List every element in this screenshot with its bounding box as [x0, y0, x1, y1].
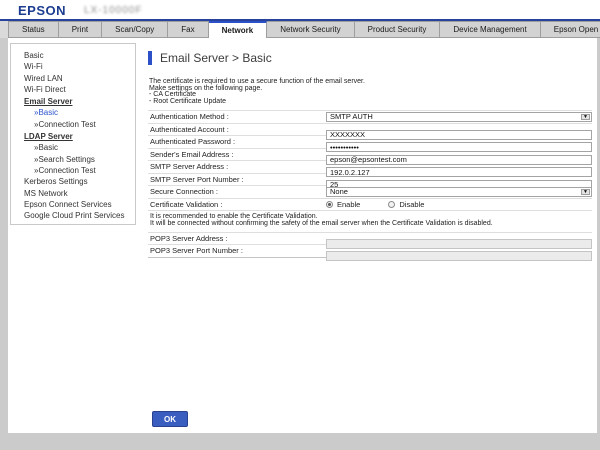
tab-device-management[interactable]: Device Management	[440, 21, 541, 38]
pop3-server-address-input	[326, 238, 592, 249]
senders-email-address-input[interactable]	[326, 154, 592, 165]
form-row-smtp-server-address: SMTP Server Address :	[148, 160, 592, 178]
description-line: The certificate is required to use a sec…	[149, 78, 365, 85]
sidebar-item-kerberos-settings[interactable]: Kerberos Settings	[24, 177, 88, 187]
disable-radio-label: Disable	[399, 199, 425, 209]
pop3-server-address-label: POP3 Server Address :	[150, 233, 228, 243]
form-row-certificate-validation: Certificate Validation : Enable Disable	[148, 197, 592, 211]
tab-scan-copy[interactable]: Scan/Copy	[102, 21, 169, 38]
sidebar-group-ldap-server[interactable]: LDAP Server	[24, 132, 73, 142]
page-title: Email Server > Basic	[160, 51, 272, 65]
sidebar-item-email-server-basic[interactable]: »Basic	[34, 108, 59, 118]
main-tab-bar: Status Print Scan/Copy Fax Network Netwo…	[0, 21, 600, 38]
smtp-server-address-label: SMTP Server Address :	[150, 162, 229, 172]
smtp-server-address-input[interactable]	[326, 167, 592, 178]
tab-print[interactable]: Print	[58, 21, 103, 38]
tab-product-security[interactable]: Product Security	[354, 21, 441, 38]
certificate-validation-disable-radio[interactable]: Disable	[388, 200, 424, 209]
sidebar-item-ldap-connection-test[interactable]: »Connection Test	[34, 165, 96, 175]
page-description: The certificate is required to use a sec…	[149, 78, 365, 105]
authenticated-password-label: Authenticated Password :	[150, 137, 236, 147]
certificate-validation-enable-radio[interactable]: Enable	[326, 200, 360, 209]
authentication-method-value: SMTP AUTH	[330, 112, 373, 122]
tab-status[interactable]: Status	[8, 21, 59, 38]
enable-radio-label: Enable	[337, 199, 361, 209]
sidebar-item-google-cloud-print-services[interactable]: Google Cloud Print Services	[24, 211, 125, 221]
form-row-pop3-server-port: POP3 Server Port Number :	[148, 244, 592, 262]
secure-connection-label: Secure Connection :	[150, 187, 218, 197]
radio-unchecked-icon[interactable]	[388, 200, 396, 208]
sidebar-item-wifi-direct[interactable]: Wi-Fi Direct	[24, 84, 66, 94]
note-line: It is recommended to enable the Certific…	[150, 213, 318, 220]
network-sidebar: Basic Wi-Fi Wired LAN Wi-Fi Direct Email…	[10, 43, 136, 225]
sidebar-item-ms-network[interactable]: MS Network	[24, 188, 68, 198]
authentication-method-label: Authentication Method :	[150, 112, 229, 122]
sidebar-item-wired-lan[interactable]: Wired LAN	[24, 73, 63, 83]
sidebar-item-ldap-basic[interactable]: »Basic	[34, 143, 59, 153]
tab-network[interactable]: Network	[208, 21, 268, 38]
radio-checked-icon[interactable]	[326, 200, 333, 208]
certificate-validation-radio-group: Enable Disable	[326, 200, 592, 209]
ok-button[interactable]: OK	[152, 411, 188, 427]
sidebar-item-basic[interactable]: Basic	[24, 51, 44, 60]
smtp-server-port-label: SMTP Server Port Number :	[150, 174, 244, 184]
pop3-server-port-input	[326, 251, 592, 262]
page-panel: Basic Wi-Fi Wired LAN Wi-Fi Direct Email…	[8, 38, 597, 433]
chevron-down-icon[interactable]: ▼	[581, 188, 590, 195]
secure-connection-select[interactable]: None ▼	[326, 186, 592, 197]
tab-epson-open-platform[interactable]: Epson Open Platform	[540, 21, 600, 38]
authenticated-account-input[interactable]	[326, 129, 592, 140]
header-divider	[0, 19, 600, 21]
epson-logo: EPSON	[18, 3, 67, 18]
certificate-validation-note: It is recommended to enable the Certific…	[148, 210, 592, 232]
app-header: EPSON LX-10000F	[0, 0, 600, 19]
form-row-smtp-server-port: SMTP Server Port Number :	[148, 172, 592, 190]
description-line: - CA Certificate	[149, 91, 197, 99]
page-title-row: Email Server > Basic	[148, 51, 272, 65]
sidebar-item-email-server-connection-test[interactable]: »Connection Test	[34, 119, 96, 129]
senders-email-address-label: Sender's Email Address :	[150, 149, 234, 159]
title-accent-bar	[148, 51, 152, 65]
note-line: It will be connected without confirming …	[150, 219, 493, 227]
sidebar-item-epson-connect-services[interactable]: Epson Connect Services	[24, 199, 112, 209]
form-row-authenticated-password: Authenticated Password :	[148, 135, 592, 153]
tab-fax[interactable]: Fax	[168, 21, 209, 38]
form-row-authentication-method: Authentication Method : SMTP AUTH ▼	[148, 110, 592, 123]
authentication-method-select[interactable]: SMTP AUTH ▼	[326, 111, 592, 122]
sidebar-item-ldap-search-settings[interactable]: »Search Settings	[34, 154, 95, 164]
chevron-down-icon[interactable]: ▼	[581, 113, 590, 120]
description-line: Make settings on the following page.	[149, 84, 263, 92]
tab-network-security[interactable]: Network Security	[267, 21, 355, 38]
email-server-form: Authentication Method : SMTP AUTH ▼ Auth…	[148, 110, 592, 262]
form-row-senders-email-address: Sender's Email Address :	[148, 147, 592, 165]
certificate-validation-label: Certificate Validation :	[150, 199, 223, 209]
sidebar-group-email-server[interactable]: Email Server	[24, 97, 73, 107]
sidebar-item-wifi[interactable]: Wi-Fi	[24, 62, 43, 72]
description-line: - Root Certificate Update	[149, 97, 227, 105]
secure-connection-value: None	[330, 187, 348, 197]
authenticated-password-input[interactable]	[326, 142, 592, 153]
main-content: Email Server > Basic The certificate is …	[148, 38, 592, 433]
authenticated-account-label: Authenticated Account :	[150, 124, 229, 134]
printer-model-blurred: LX-10000F	[84, 5, 143, 16]
form-row-secure-connection: Secure Connection : None ▼	[148, 185, 592, 198]
form-row-authenticated-account: Authenticated Account :	[148, 122, 592, 140]
form-row-pop3-server-address: POP3 Server Address :	[148, 231, 592, 249]
pop3-server-port-label: POP3 Server Port Number :	[150, 246, 243, 256]
